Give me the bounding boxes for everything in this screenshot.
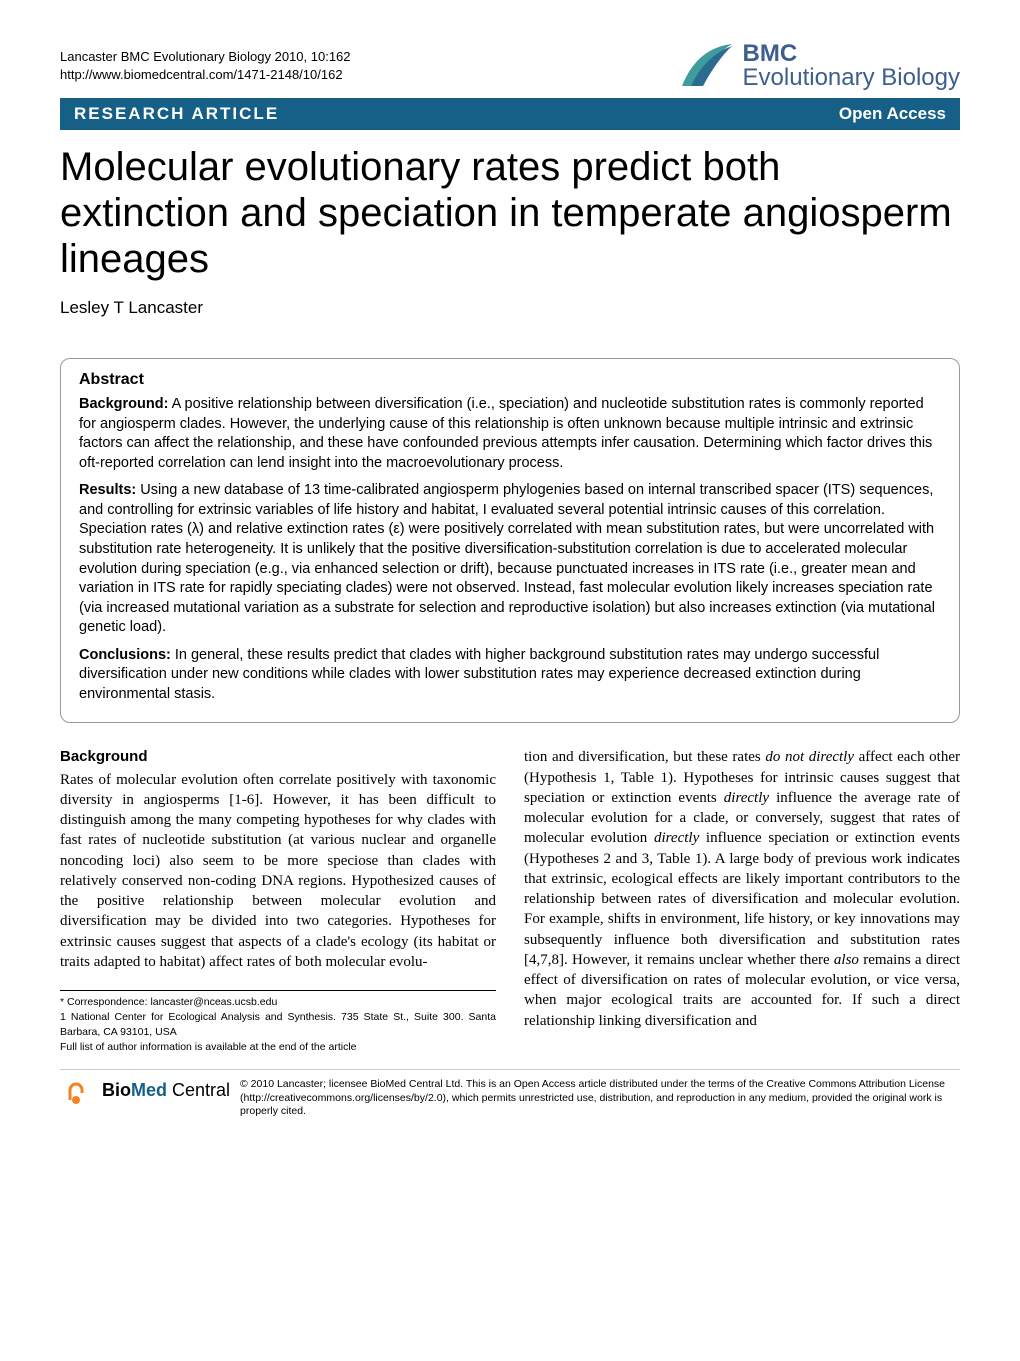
abstract-results-label: Results: bbox=[79, 482, 136, 498]
logo-journal-name: Evolutionary Biology bbox=[743, 66, 960, 90]
abstract-conclusions-label: Conclusions: bbox=[79, 647, 171, 663]
left-column: Background Rates of molecular evolution … bbox=[60, 747, 496, 1054]
logo-text: BMC Evolutionary Biology bbox=[743, 42, 960, 90]
logo-bmc-text: BMC bbox=[743, 42, 960, 66]
affiliation-line: 1 National Center for Ecological Analysi… bbox=[60, 1010, 496, 1038]
biomed-central-logo: BioMed Central bbox=[102, 1080, 230, 1101]
license-text: © 2010 Lancaster; licensee BioMed Centra… bbox=[240, 1078, 960, 1119]
footnotes: * Correspondence: lancaster@nceas.ucsb.e… bbox=[60, 990, 496, 1054]
correspondence-line: * Correspondence: lancaster@nceas.ucsb.e… bbox=[60, 995, 496, 1009]
abstract-results-text: Using a new database of 13 time-calibrat… bbox=[79, 482, 935, 635]
col2-e3: directly bbox=[654, 830, 699, 846]
col1-paragraph: Rates of molecular evolution often corre… bbox=[60, 772, 496, 970]
article-type-label: RESEARCH ARTICLE bbox=[74, 104, 279, 124]
author-info-line: Full list of author information is avail… bbox=[60, 1040, 496, 1054]
citation-block: Lancaster BMC Evolutionary Biology 2010,… bbox=[60, 48, 351, 84]
citation-line1: Lancaster BMC Evolutionary Biology 2010,… bbox=[60, 48, 351, 66]
abstract-background-text: A positive relationship between diversif… bbox=[79, 396, 932, 471]
abstract-conclusions: Conclusions: In general, these results p… bbox=[79, 646, 941, 705]
col2-t4: influence speciation or extinction event… bbox=[524, 830, 960, 968]
biomed-med: Med bbox=[131, 1080, 167, 1100]
abstract-background: Background: A positive relationship betw… bbox=[79, 395, 941, 473]
abstract-background-label: Background: bbox=[79, 396, 168, 412]
bmc-swoosh-icon bbox=[677, 38, 737, 90]
col2-e1: do not directly bbox=[765, 749, 854, 765]
open-access-icon bbox=[60, 1078, 92, 1110]
abstract-heading: Abstract bbox=[79, 371, 941, 389]
footer-license: BioMed Central © 2010 Lancaster; license… bbox=[60, 1069, 960, 1119]
body-columns: Background Rates of molecular evolution … bbox=[60, 747, 960, 1054]
abstract-conclusions-text: In general, these results predict that c… bbox=[79, 647, 879, 702]
biomed-central: Central bbox=[167, 1080, 230, 1100]
col2-e2: directly bbox=[724, 790, 769, 806]
open-access-label: Open Access bbox=[839, 104, 946, 124]
article-title: Molecular evolutionary rates predict bot… bbox=[60, 144, 960, 282]
journal-logo: BMC Evolutionary Biology bbox=[677, 38, 960, 90]
abstract-results: Results: Using a new database of 13 time… bbox=[79, 481, 941, 638]
article-type-banner: RESEARCH ARTICLE Open Access bbox=[60, 98, 960, 130]
biomed-bio: Bio bbox=[102, 1080, 131, 1100]
citation-url: http://www.biomedcentral.com/1471-2148/1… bbox=[60, 66, 351, 84]
author-list: Lesley T Lancaster bbox=[60, 298, 960, 318]
header: Lancaster BMC Evolutionary Biology 2010,… bbox=[60, 48, 960, 90]
background-section-heading: Background bbox=[60, 747, 496, 767]
right-column: tion and diversification, but these rate… bbox=[524, 747, 960, 1054]
abstract-box: Abstract Background: A positive relation… bbox=[60, 358, 960, 723]
col2-e4: also bbox=[834, 952, 859, 968]
col2-t1: tion and diversification, but these rate… bbox=[524, 749, 765, 765]
